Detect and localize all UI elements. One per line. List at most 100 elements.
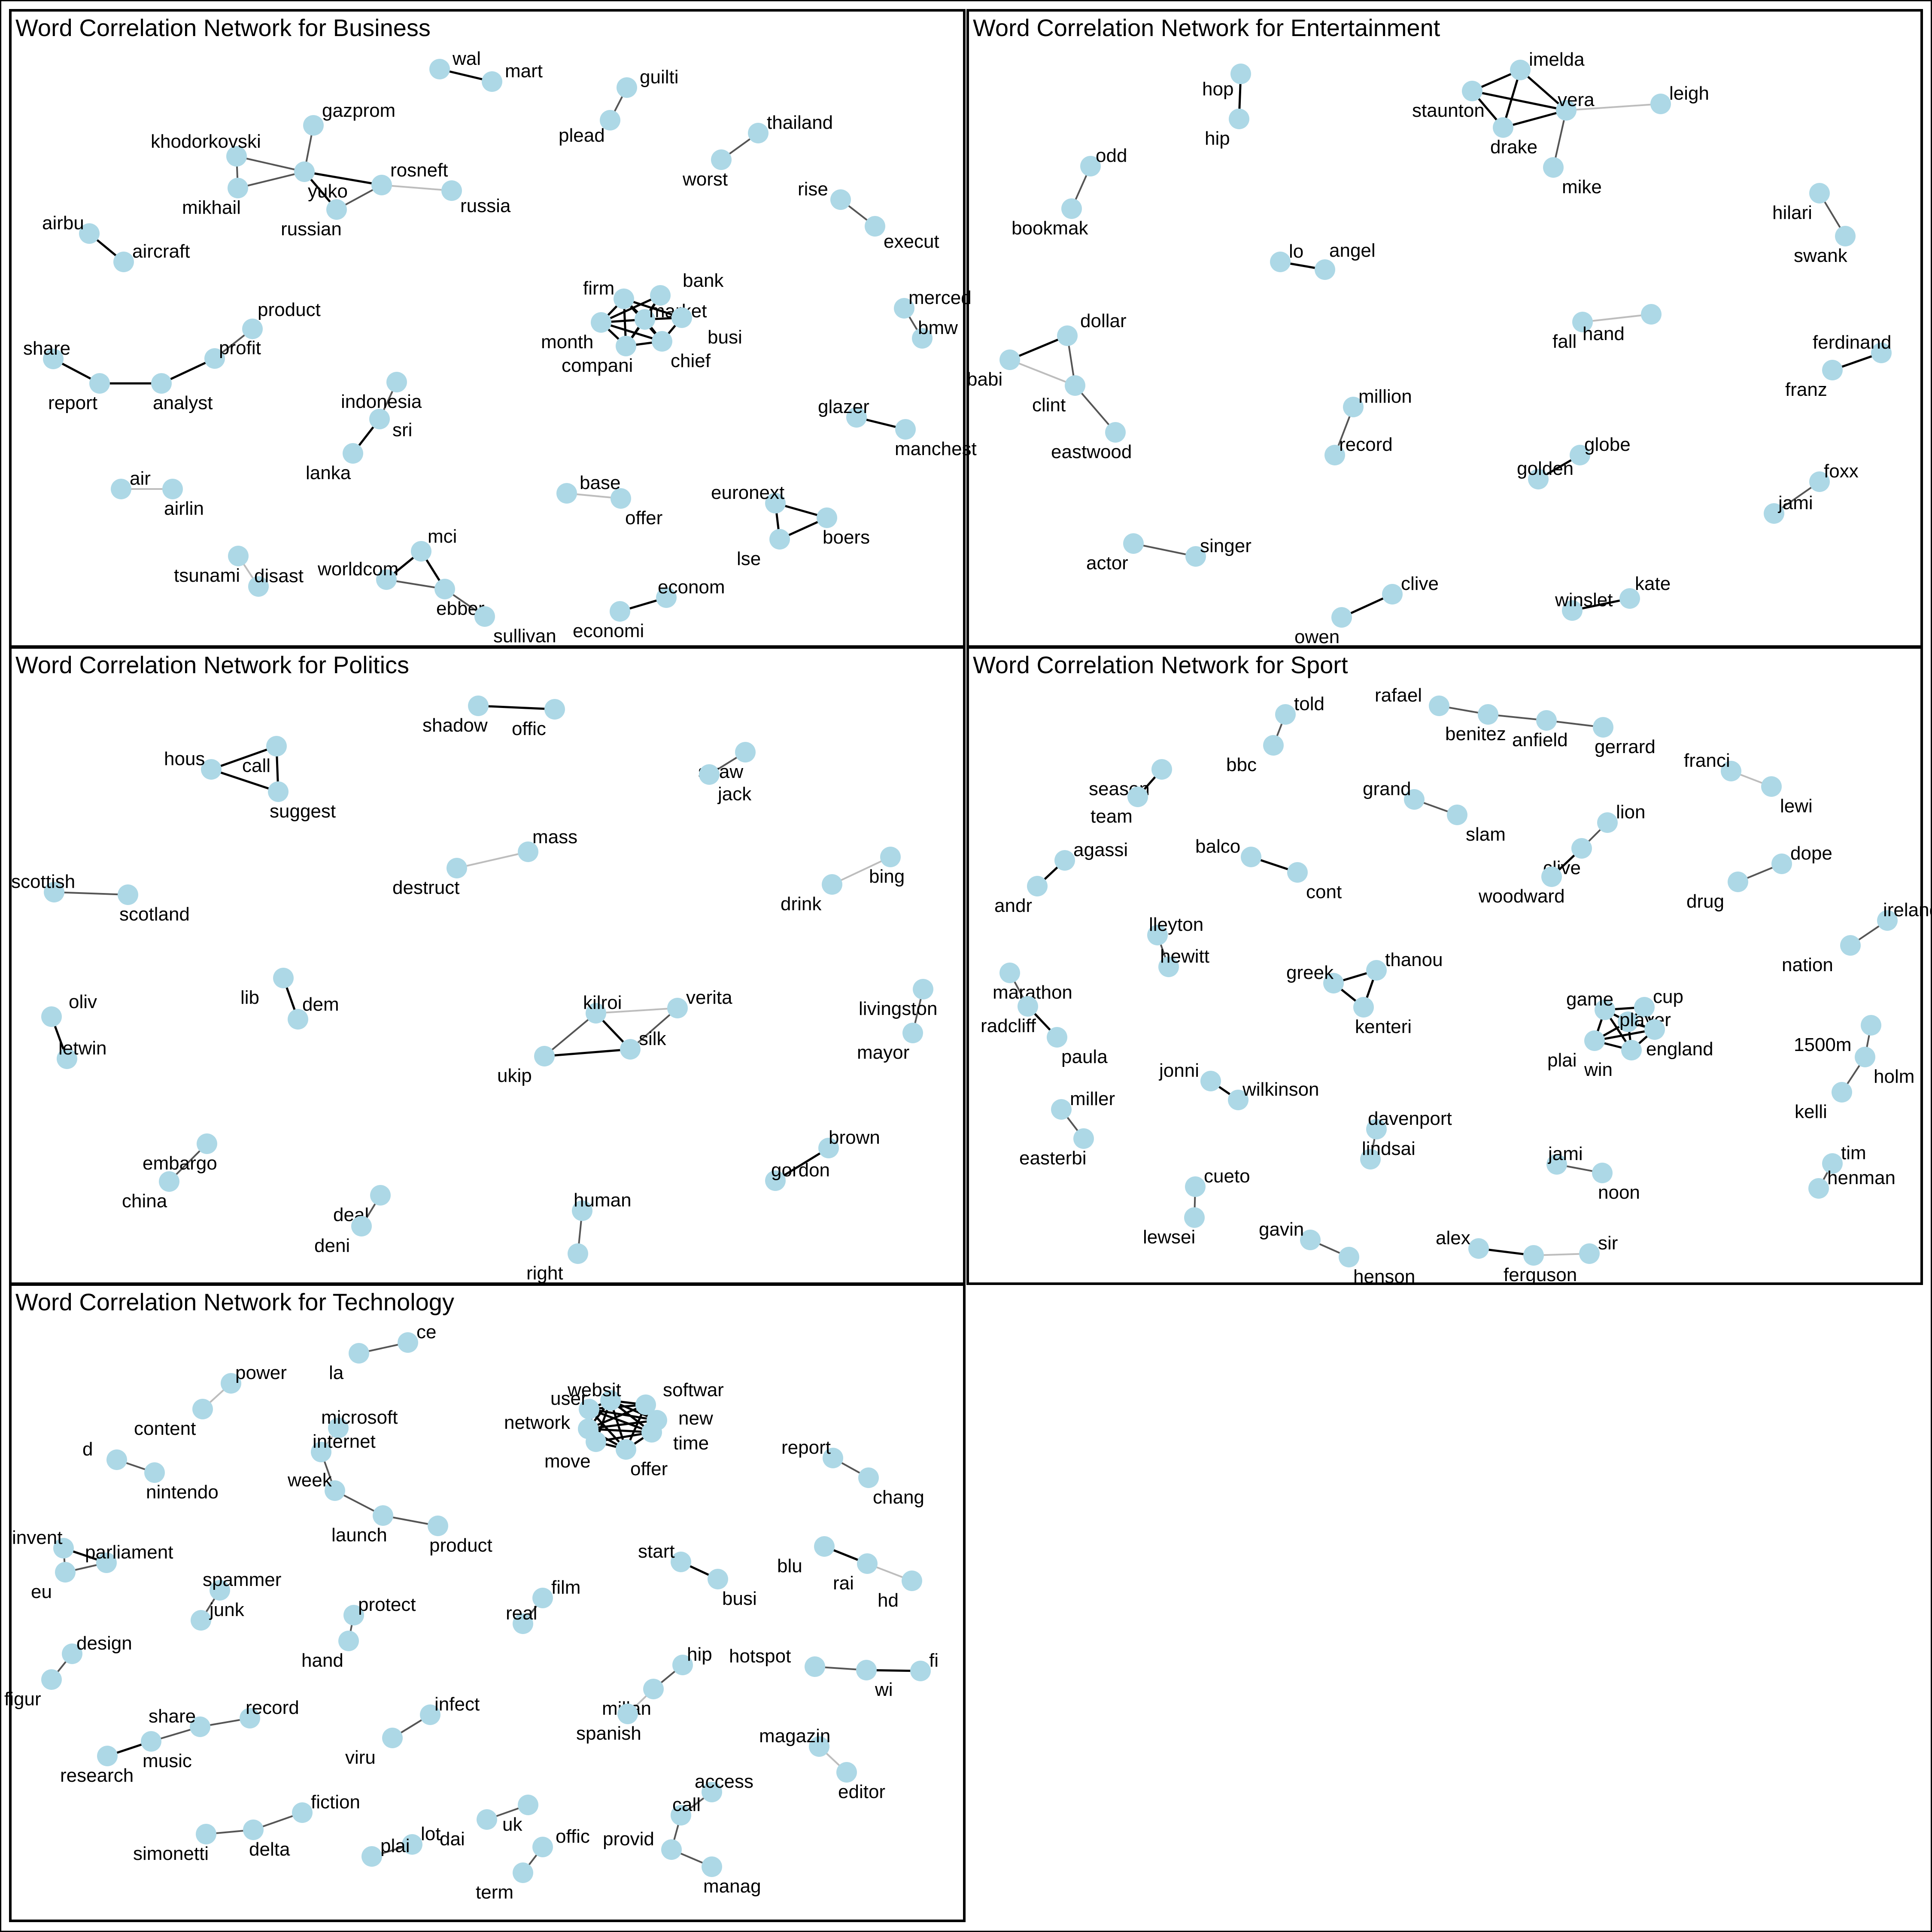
- node-label-kate: kate: [1635, 573, 1671, 594]
- node-record: [240, 1708, 260, 1728]
- node-woodward: [1541, 866, 1562, 887]
- node-wi: [856, 1660, 877, 1680]
- node-label-china: china: [122, 1191, 167, 1212]
- edge-softwar-network: [588, 1403, 646, 1430]
- node-label-woodward: woodward: [1478, 886, 1565, 907]
- node-guilti: [617, 77, 637, 98]
- node-henson: [1339, 1247, 1359, 1267]
- panel-technology-frame: [9, 1283, 966, 1922]
- node-label-offic: offic: [556, 1826, 590, 1847]
- node-hous: [201, 759, 222, 780]
- node-drink: [822, 874, 842, 895]
- node-agassi: [1054, 850, 1075, 871]
- node-label-mart: mart: [505, 61, 543, 82]
- node-label-oliv: oliv: [69, 991, 97, 1012]
- node-label-report: report: [48, 392, 97, 413]
- node-label-greek: greek: [1286, 962, 1334, 983]
- node-bookmak: [1061, 198, 1082, 219]
- node-label-fi: fi: [929, 1650, 939, 1671]
- node-rafael: [1429, 696, 1449, 716]
- node-alex: [1468, 1238, 1489, 1259]
- edge-shadow-offic: [478, 705, 555, 711]
- node-merced: [894, 298, 914, 319]
- node-label-lleyton: lleyton: [1149, 914, 1203, 935]
- node-label-manchest: manchest: [895, 438, 977, 459]
- node-label-ukip: ukip: [497, 1065, 532, 1086]
- node-tsunami: [228, 546, 249, 566]
- node-label-blu: blu: [777, 1555, 802, 1577]
- node-label-lewi: lewi: [1780, 796, 1813, 817]
- node-airlin: [162, 479, 183, 499]
- node-label-bank: bank: [683, 270, 724, 291]
- node-busi: [708, 1569, 728, 1589]
- node-parliament: [96, 1552, 117, 1573]
- node-drug: [1728, 872, 1748, 892]
- node-winslet: [1562, 600, 1583, 621]
- node-disast: [248, 576, 269, 597]
- node-label-time: time: [673, 1433, 709, 1454]
- node-product: [242, 319, 263, 339]
- node-anfield: [1536, 710, 1557, 731]
- node-label-embargo: embargo: [143, 1153, 217, 1174]
- node-move: [586, 1431, 606, 1452]
- node-told: [1275, 704, 1296, 725]
- node-label-hand: hand: [301, 1650, 343, 1671]
- node-cueto: [1185, 1176, 1206, 1197]
- node-label-hilari: hilari: [1772, 202, 1812, 223]
- node-label-chang: chang: [873, 1487, 924, 1508]
- node-label-delta: delta: [249, 1839, 290, 1860]
- node-call: [671, 1805, 691, 1826]
- node-profit: [204, 348, 225, 369]
- node-label-russian: russian: [281, 219, 342, 240]
- panel-entertainment-nodes: hop hip imelda staunton vera leigh drake mike od…: [967, 49, 1892, 647]
- node-wilkinson: [1228, 1090, 1249, 1110]
- node-magazin: [809, 1736, 829, 1757]
- node-drake: [1493, 117, 1513, 138]
- node-label-aircraft: aircraft: [132, 241, 190, 262]
- node-holm: [1855, 1047, 1875, 1067]
- node-label-figur: figur: [4, 1689, 41, 1710]
- node-miller: [1051, 1099, 1072, 1120]
- node-label-deni: deni: [314, 1235, 350, 1256]
- node-label-grand: grand: [1363, 778, 1411, 799]
- node-lewsei: [1184, 1207, 1205, 1228]
- node-label-analyst: analyst: [153, 392, 213, 413]
- node-1500m: [1861, 1015, 1881, 1036]
- node-label-dollar: dollar: [1080, 310, 1127, 331]
- edge-bing-drink: [832, 856, 891, 885]
- edge-scottish-scotland: [54, 891, 128, 896]
- node-label-slam: slam: [1466, 824, 1506, 845]
- node-label-cont: cont: [1306, 881, 1342, 902]
- node-jonni: [1200, 1071, 1221, 1091]
- node-label-provid: provid: [603, 1829, 654, 1850]
- node-label-wi: wi: [875, 1679, 893, 1700]
- node-design: [62, 1643, 82, 1664]
- node-figur: [41, 1669, 62, 1690]
- node-ferguson: [1523, 1245, 1544, 1266]
- node-russian: [326, 199, 347, 220]
- node-d: [106, 1449, 127, 1470]
- node-label-ferguson: ferguson: [1504, 1264, 1577, 1285]
- edge-khodorkovski-yuko: [236, 155, 305, 173]
- node-label-eu: eu: [31, 1581, 52, 1602]
- node-label-mikhail: mikhail: [182, 197, 241, 218]
- node-slam: [1447, 805, 1467, 825]
- node-label-compani: compani: [562, 355, 633, 376]
- node-label-ferdinand: ferdinand: [1813, 332, 1891, 353]
- node-team: [1127, 787, 1148, 807]
- node-call: [266, 736, 287, 756]
- node-label-andr: andr: [994, 895, 1032, 916]
- node-label-thailand: thailand: [767, 112, 833, 133]
- panel-business-title: Word Correlation Network for Business: [15, 14, 431, 41]
- node-label-jami: jami: [1547, 1143, 1583, 1164]
- node-label-airlin: airlin: [164, 498, 204, 519]
- node-label-scotland: scotland: [119, 904, 190, 925]
- node-suggest: [268, 781, 289, 802]
- node-gavin: [1300, 1230, 1321, 1250]
- node-junk: [191, 1610, 211, 1631]
- node-label-profit: profit: [219, 337, 261, 358]
- node-label-davenport: davenport: [1368, 1108, 1452, 1129]
- node-label-uk: uk: [502, 1814, 522, 1835]
- node-label-silk: silk: [639, 1028, 667, 1049]
- node-label-hip: hip: [687, 1644, 712, 1665]
